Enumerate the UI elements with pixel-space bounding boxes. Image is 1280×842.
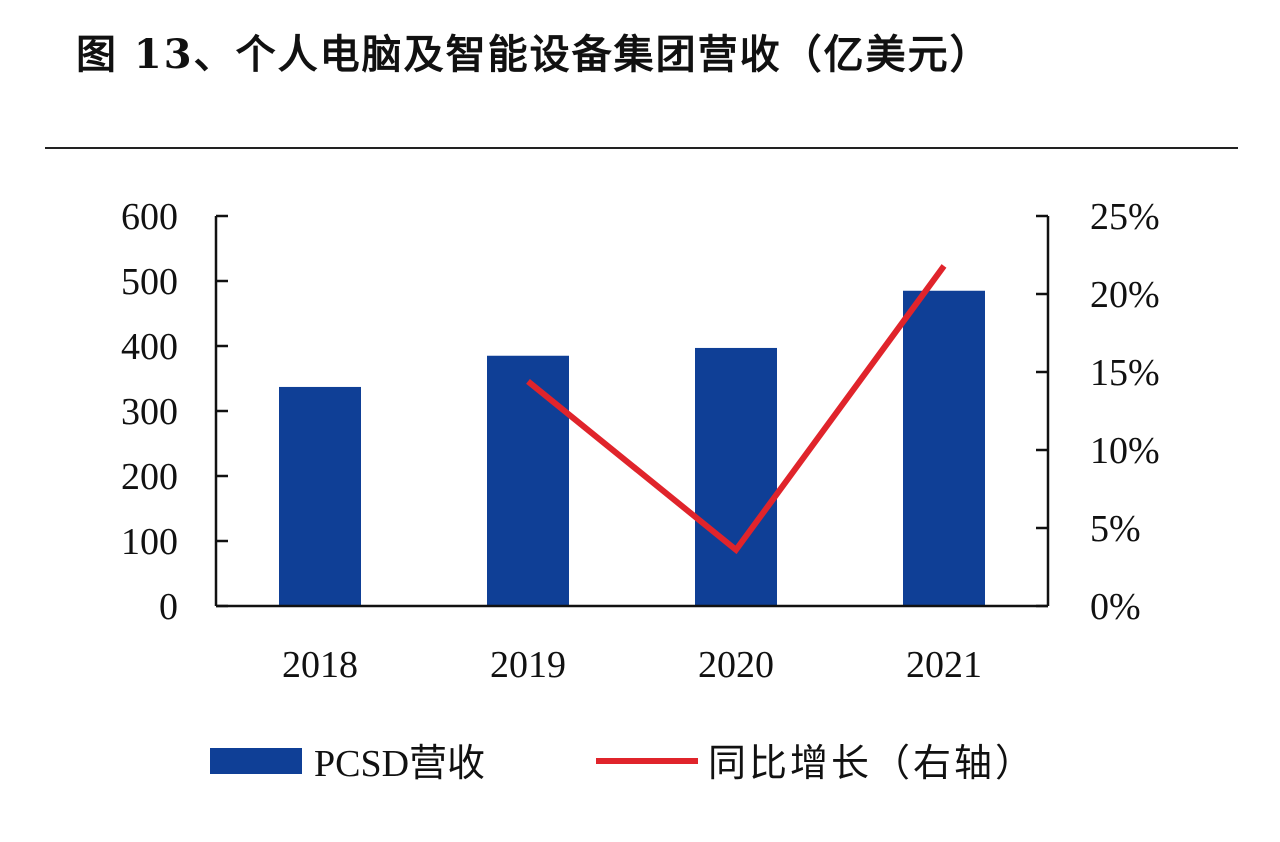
right-tick-label: 10% — [1090, 430, 1160, 472]
left-tick-label: 300 — [121, 391, 178, 433]
right-tick-label: 15% — [1090, 352, 1160, 394]
bar-2018 — [279, 386, 361, 606]
left-tick-label: 600 — [121, 196, 178, 238]
title-divider — [45, 147, 1238, 149]
right-tick-label: 0% — [1090, 586, 1141, 628]
left-tick-label: 500 — [121, 261, 178, 303]
x-tick-label: 2019 — [490, 644, 566, 686]
bar-2021 — [903, 290, 985, 606]
x-tick-label: 2021 — [906, 644, 982, 686]
left-tick-label: 100 — [121, 521, 178, 563]
left-tick-label: 200 — [121, 456, 178, 498]
bar-2019 — [487, 355, 569, 606]
right-tick-label: 20% — [1090, 274, 1160, 316]
bar-2020 — [695, 347, 777, 606]
legend-bar-label: PCSD营收 — [314, 743, 485, 785]
right-tick-label: 5% — [1090, 508, 1141, 550]
chart-title: 图 13、个人电脑及智能设备集团营收（亿美元） — [76, 31, 992, 78]
left-tick-label: 400 — [121, 326, 178, 368]
right-tick-label: 25% — [1090, 196, 1160, 238]
x-tick-label: 2018 — [282, 644, 358, 686]
legend-line-label: 同比增长（右轴） — [708, 743, 1036, 785]
left-tick-label: 0 — [159, 586, 178, 628]
x-tick-label: 2020 — [698, 644, 774, 686]
legend-bar-swatch — [210, 748, 302, 774]
